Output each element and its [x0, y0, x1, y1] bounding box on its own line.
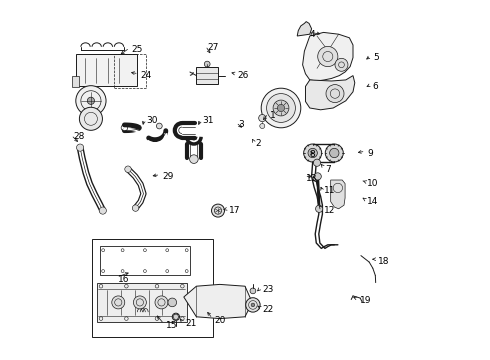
Circle shape [304, 144, 321, 162]
Text: 29: 29 [162, 172, 173, 181]
Text: 18: 18 [378, 256, 390, 265]
Circle shape [308, 148, 318, 158]
Text: 19: 19 [360, 296, 371, 305]
Circle shape [273, 100, 289, 116]
Circle shape [190, 155, 198, 163]
Text: 24: 24 [141, 71, 152, 80]
Circle shape [277, 104, 285, 112]
Circle shape [267, 94, 295, 122]
Bar [97, 283, 187, 322]
Circle shape [204, 61, 210, 67]
Text: 30: 30 [146, 116, 157, 125]
Circle shape [260, 123, 265, 129]
Circle shape [245, 298, 260, 312]
Text: 20: 20 [215, 316, 226, 325]
Circle shape [87, 97, 95, 104]
Circle shape [259, 114, 266, 122]
Polygon shape [331, 180, 345, 209]
Text: 7: 7 [326, 165, 331, 174]
Circle shape [112, 296, 125, 309]
Text: 31: 31 [202, 116, 214, 125]
Circle shape [76, 144, 84, 151]
Text: 25: 25 [132, 45, 143, 54]
Circle shape [314, 173, 321, 180]
Circle shape [335, 58, 348, 71]
Circle shape [168, 298, 176, 307]
Polygon shape [303, 32, 353, 81]
Text: 17: 17 [229, 206, 240, 215]
Text: 21: 21 [185, 320, 196, 328]
Polygon shape [184, 284, 252, 319]
Text: 12: 12 [323, 206, 335, 215]
Circle shape [314, 159, 320, 166]
Circle shape [212, 204, 224, 217]
Circle shape [79, 107, 102, 130]
Text: 5: 5 [373, 53, 379, 62]
Text: 8: 8 [310, 150, 316, 159]
Bar [196, 67, 218, 84]
Text: 16: 16 [118, 274, 130, 284]
Text: 1: 1 [270, 111, 276, 120]
Polygon shape [305, 76, 355, 110]
Bar [100, 246, 190, 275]
Text: 14: 14 [368, 197, 379, 206]
Text: 27: 27 [207, 43, 219, 52]
Circle shape [99, 207, 106, 214]
Circle shape [155, 296, 168, 309]
Text: 9: 9 [368, 149, 373, 158]
Circle shape [250, 288, 256, 294]
Circle shape [251, 303, 255, 307]
Text: 26: 26 [238, 71, 249, 80]
Circle shape [156, 123, 162, 129]
Bar [76, 54, 137, 86]
Circle shape [132, 205, 139, 211]
Circle shape [325, 144, 343, 162]
Text: 22: 22 [262, 305, 273, 314]
Text: 23: 23 [262, 285, 273, 294]
Circle shape [133, 296, 147, 309]
Circle shape [172, 313, 179, 320]
Bar [92, 239, 213, 337]
Text: 2: 2 [256, 139, 262, 148]
Circle shape [125, 166, 131, 172]
Text: 6: 6 [373, 82, 379, 91]
Circle shape [76, 86, 106, 116]
Circle shape [316, 205, 323, 212]
Text: 11: 11 [323, 186, 335, 195]
Circle shape [330, 148, 339, 158]
Circle shape [261, 88, 301, 128]
Polygon shape [297, 22, 312, 36]
Text: 10: 10 [368, 179, 379, 188]
Text: 3: 3 [238, 120, 244, 129]
Circle shape [318, 46, 338, 67]
Text: 4: 4 [310, 30, 316, 39]
Text: 15: 15 [166, 321, 177, 330]
Text: 28: 28 [73, 132, 84, 141]
Text: 13: 13 [306, 174, 318, 183]
Bar [114, 54, 146, 88]
Bar [72, 76, 79, 87]
Circle shape [326, 85, 344, 103]
